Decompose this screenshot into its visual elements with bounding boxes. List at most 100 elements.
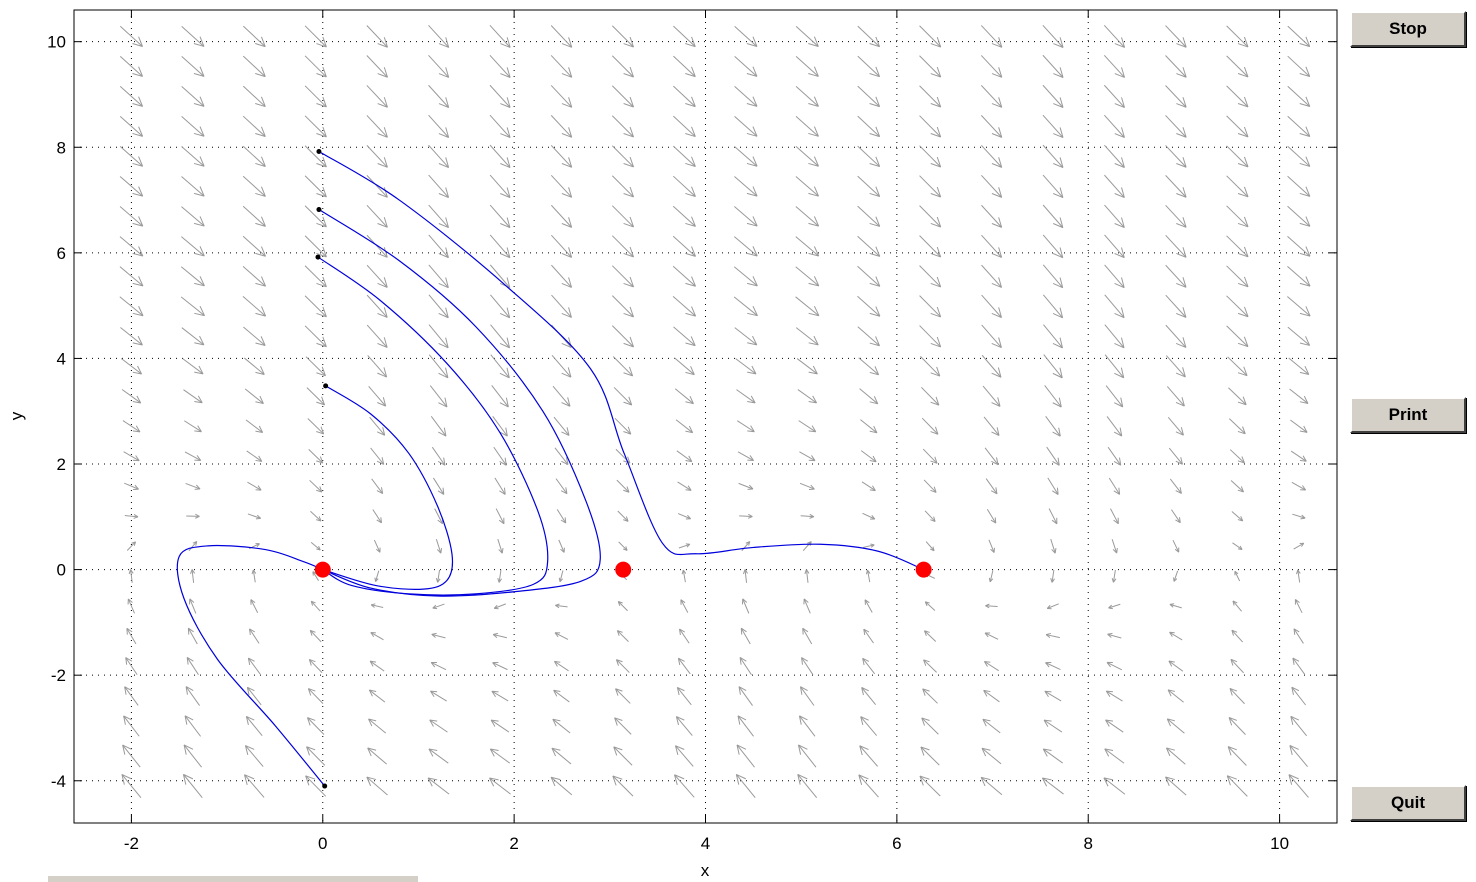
print-button[interactable]: Print: [1350, 397, 1466, 433]
field-arrow: [1043, 719, 1063, 733]
field-arrow: [616, 630, 629, 643]
direction-field-chart: -2 0 2 4 6 8 10 -4 -2 0 2 4 6 8 10 x y: [7, 9, 1338, 880]
field-arrow: [492, 416, 508, 437]
field-arrow: [923, 479, 937, 493]
field-arrow: [734, 206, 758, 227]
field-arrow: [1287, 85, 1311, 108]
field-arrow: [119, 236, 144, 257]
field-arrow: [981, 234, 1003, 258]
field-arrow: [1228, 387, 1247, 406]
field-arrow: [676, 450, 693, 463]
field-arrow: [428, 294, 449, 319]
field-arrow: [310, 541, 321, 551]
field-arrow: [366, 324, 388, 348]
field-arrow: [1293, 542, 1305, 550]
field-arrow: [1104, 234, 1125, 259]
field-arrow: [1288, 357, 1310, 375]
field-arrow: [184, 451, 202, 461]
field-arrow: [1042, 144, 1064, 169]
field-arrow: [550, 85, 573, 108]
field-arrow: [612, 775, 634, 797]
field-arrow: [1042, 114, 1064, 138]
y-tick-label: 0: [57, 561, 66, 580]
field-arrow: [374, 570, 380, 582]
field-arrow: [981, 747, 1002, 765]
field-arrow: [1042, 748, 1063, 764]
field-arrow: [611, 145, 634, 168]
field-arrow: [1165, 204, 1187, 228]
field-arrow: [304, 205, 327, 228]
field-arrow: [1169, 478, 1182, 494]
grid-lines: [74, 10, 1337, 823]
field-arrow: [1105, 385, 1124, 408]
field-arrow: [428, 84, 450, 108]
field-arrow: [428, 144, 450, 168]
field-arrow: [368, 385, 387, 407]
stop-button[interactable]: Stop: [1350, 11, 1466, 47]
field-arrow: [795, 206, 820, 227]
field-arrow: [1287, 55, 1311, 78]
field-arrow: [611, 115, 634, 138]
field-arrow: [1226, 205, 1249, 228]
field-arrow: [1287, 205, 1311, 227]
field-arrow: [1172, 539, 1180, 553]
field-arrow: [920, 356, 941, 377]
field-arrow: [187, 627, 198, 645]
field-arrow: [677, 481, 692, 491]
field-arrow: [1045, 632, 1060, 639]
field-arrow: [497, 569, 503, 583]
field-arrow: [1230, 658, 1244, 674]
field-arrow: [1292, 513, 1306, 520]
field-arrow: [427, 777, 450, 795]
field-arrow: [981, 264, 1003, 288]
field-arrow: [1104, 324, 1125, 349]
field-arrow: [734, 176, 758, 197]
field-arrow: [491, 385, 509, 408]
field-arrow: [919, 235, 942, 258]
field-arrow: [919, 115, 942, 138]
field-arrow: [857, 205, 881, 227]
quit-button[interactable]: Quit: [1350, 785, 1466, 821]
field-arrow: [736, 420, 755, 433]
field-arrow: [1171, 509, 1181, 524]
field-arrow: [1226, 25, 1249, 48]
field-arrow: [795, 146, 819, 167]
field-arrow: [126, 541, 137, 551]
field-arrow: [923, 659, 937, 673]
field-arrow: [1106, 661, 1123, 671]
field-arrow: [860, 419, 878, 434]
field-arrow: [796, 358, 818, 375]
trajectories: [176, 148, 924, 789]
field-arrow: [123, 715, 140, 737]
field-arrow: [119, 266, 144, 287]
field-arrow: [1042, 174, 1064, 199]
field-arrow: [862, 543, 875, 548]
field-arrow: [919, 85, 942, 108]
field-arrow: [119, 85, 144, 107]
field-arrow: [1226, 295, 1249, 318]
field-arrow: [924, 510, 936, 523]
field-arrow: [857, 85, 881, 108]
field-arrow: [920, 386, 940, 406]
field-arrow: [428, 234, 449, 259]
field-arrow: [429, 719, 448, 733]
field-arrow: [551, 234, 573, 258]
field-arrow: [490, 354, 510, 379]
field-arrow: [798, 715, 816, 737]
field-arrow: [980, 115, 1003, 138]
field-arrow: [492, 632, 508, 639]
field-arrow: [1287, 115, 1311, 137]
field-arrow: [306, 387, 326, 406]
y-tick-label: 10: [47, 33, 66, 52]
field-arrow: [555, 478, 568, 495]
field-arrow: [1165, 234, 1187, 258]
field-arrow: [674, 745, 694, 767]
field-arrow: [860, 716, 878, 736]
field-arrow: [1042, 84, 1064, 108]
field-arrow: [740, 627, 751, 645]
field-arrow: [980, 25, 1003, 48]
field-arrow: [1165, 264, 1187, 288]
field-arrow: [797, 773, 818, 798]
field-arrow: [675, 716, 693, 736]
field-arrow: [1165, 175, 1187, 198]
